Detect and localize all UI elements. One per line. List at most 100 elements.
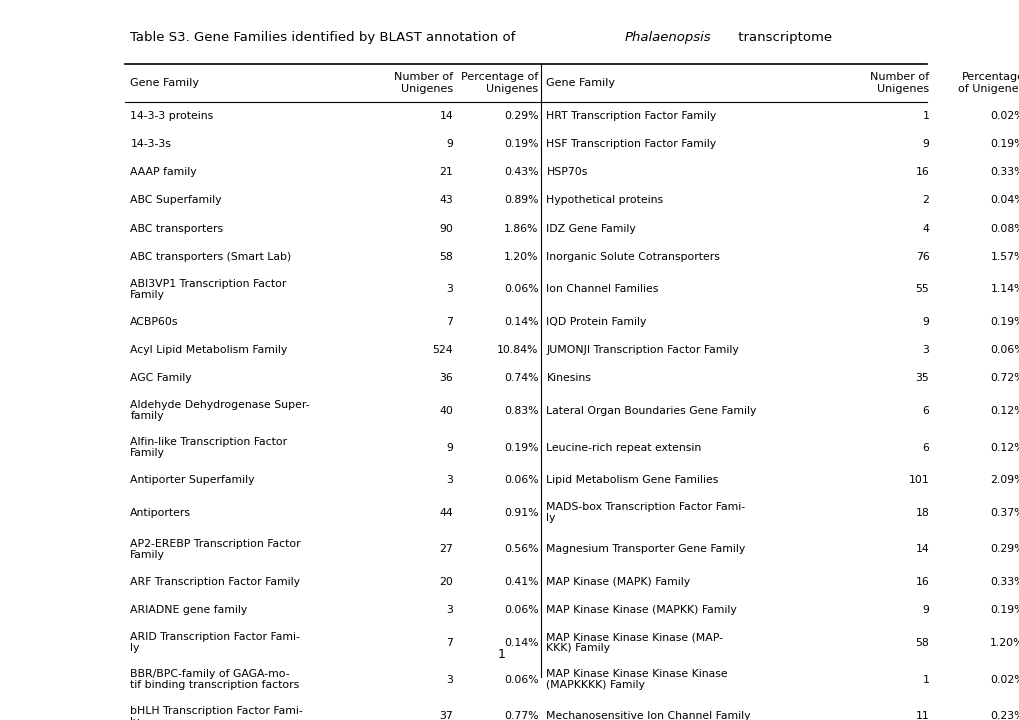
Text: 0.19%: 0.19% [503,139,538,149]
Text: 1.20%: 1.20% [989,638,1019,648]
Text: Lateral Organ Boundaries Gene Family: Lateral Organ Boundaries Gene Family [546,405,756,415]
Text: bHLH Transcription Factor Fami-
ly: bHLH Transcription Factor Fami- ly [130,706,303,720]
Text: 0.14%: 0.14% [503,638,538,648]
Text: 1: 1 [921,675,928,685]
Text: AAAP family: AAAP family [130,167,197,177]
Text: 11: 11 [915,711,928,720]
Text: ACBP60s: ACBP60s [130,317,178,327]
Text: transcriptome: transcriptome [734,31,832,44]
Text: Acyl Lipid Metabolism Family: Acyl Lipid Metabolism Family [130,345,287,355]
Text: Magnesium Transporter Gene Family: Magnesium Transporter Gene Family [546,544,745,554]
Text: MAP Kinase Kinase Kinase (MAP-
KKK) Family: MAP Kinase Kinase Kinase (MAP- KKK) Fami… [546,632,722,653]
Text: 1.86%: 1.86% [503,223,538,233]
Text: 58: 58 [439,252,452,261]
Text: MADS-box Transcription Factor Fami-
ly: MADS-box Transcription Factor Fami- ly [546,502,745,523]
Text: Gene Family: Gene Family [546,78,614,88]
Text: 0.02%: 0.02% [989,675,1019,685]
Text: 0.19%: 0.19% [989,317,1019,327]
Text: 9: 9 [921,606,928,615]
Text: Antiporters: Antiporters [130,508,192,518]
Text: 27: 27 [439,544,452,554]
Text: 9: 9 [921,139,928,149]
Text: Table S3. Gene Families identified by BLAST annotation of: Table S3. Gene Families identified by BL… [130,31,520,44]
Text: 21: 21 [439,167,452,177]
Text: 2.09%: 2.09% [989,475,1019,485]
Text: ABI3VP1 Transcription Factor
Family: ABI3VP1 Transcription Factor Family [130,279,286,300]
Text: Alfin-like Transcription Factor
Family: Alfin-like Transcription Factor Family [130,437,287,458]
Text: 101: 101 [908,475,928,485]
Text: 0.56%: 0.56% [503,544,538,554]
Text: 0.02%: 0.02% [989,111,1019,121]
Text: 0.43%: 0.43% [503,167,538,177]
Text: 90: 90 [439,223,452,233]
Text: AGC Family: AGC Family [130,373,192,383]
Text: 20: 20 [439,577,452,587]
Text: HSF Transcription Factor Family: HSF Transcription Factor Family [546,139,715,149]
Text: Gene Family: Gene Family [130,78,199,88]
Text: 0.06%: 0.06% [503,284,538,294]
Text: 6: 6 [921,443,928,453]
Text: 0.77%: 0.77% [503,711,538,720]
Text: MAP Kinase Kinase (MAPKK) Family: MAP Kinase Kinase (MAPKK) Family [546,606,737,615]
Text: 0.12%: 0.12% [989,405,1019,415]
Text: 0.37%: 0.37% [989,508,1019,518]
Text: ABC Superfamily: ABC Superfamily [130,195,221,205]
Text: 0.89%: 0.89% [503,195,538,205]
Text: 0.91%: 0.91% [503,508,538,518]
Text: 0.06%: 0.06% [989,345,1019,355]
Text: 6: 6 [921,405,928,415]
Text: BBR/BPC-family of GAGA-mo-
tif binding transcription factors: BBR/BPC-family of GAGA-mo- tif binding t… [130,669,300,690]
Text: Hypothetical proteins: Hypothetical proteins [546,195,663,205]
Text: 3: 3 [446,675,452,685]
Text: Percentage of
Unigenes: Percentage of Unigenes [461,72,538,94]
Text: Kinesins: Kinesins [546,373,591,383]
Text: 18: 18 [915,508,928,518]
Text: Aldehyde Dehydrogenase Super-
family: Aldehyde Dehydrogenase Super- family [130,400,310,421]
Text: Percentage
of Unigenes: Percentage of Unigenes [958,72,1019,94]
Text: 524: 524 [432,345,452,355]
Text: 0.72%: 0.72% [989,373,1019,383]
Text: 1.14%: 1.14% [989,284,1019,294]
Text: 0.14%: 0.14% [503,317,538,327]
Text: ABC transporters (Smart Lab): ABC transporters (Smart Lab) [130,252,291,261]
Text: 0.19%: 0.19% [503,443,538,453]
Text: 0.23%: 0.23% [989,711,1019,720]
Text: 40: 40 [439,405,452,415]
Text: 1.20%: 1.20% [503,252,538,261]
Text: 0.12%: 0.12% [989,443,1019,453]
Text: 14: 14 [915,544,928,554]
Text: Leucine-rich repeat extensin: Leucine-rich repeat extensin [546,443,701,453]
Text: ARF Transcription Factor Family: ARF Transcription Factor Family [130,577,300,587]
Text: 9: 9 [921,317,928,327]
Text: 0.29%: 0.29% [989,544,1019,554]
Text: 76: 76 [915,252,928,261]
Text: 43: 43 [439,195,452,205]
Text: 55: 55 [915,284,928,294]
Text: Mechanosensitive Ion Channel Family: Mechanosensitive Ion Channel Family [546,711,750,720]
Text: 0.33%: 0.33% [989,167,1019,177]
Text: 7: 7 [446,317,452,327]
Text: 0.06%: 0.06% [503,675,538,685]
Text: ARIADNE gene family: ARIADNE gene family [130,606,248,615]
Text: 37: 37 [439,711,452,720]
Text: Lipid Metabolism Gene Families: Lipid Metabolism Gene Families [546,475,718,485]
Text: 0.04%: 0.04% [989,195,1019,205]
Text: 1.57%: 1.57% [989,252,1019,261]
Text: 0.06%: 0.06% [503,606,538,615]
Text: HSP70s: HSP70s [546,167,587,177]
Text: 14-3-3s: 14-3-3s [130,139,171,149]
Text: 3: 3 [921,345,928,355]
Text: 9: 9 [446,443,452,453]
Text: 16: 16 [915,167,928,177]
Text: 44: 44 [439,508,452,518]
Text: JUMONJI Transcription Factor Family: JUMONJI Transcription Factor Family [546,345,739,355]
Text: 0.33%: 0.33% [989,577,1019,587]
Text: 9: 9 [446,139,452,149]
Text: 35: 35 [915,373,928,383]
Text: 4: 4 [921,223,928,233]
Text: Ion Channel Families: Ion Channel Families [546,284,658,294]
Text: ABC transporters: ABC transporters [130,223,223,233]
Text: Inorganic Solute Cotransporters: Inorganic Solute Cotransporters [546,252,719,261]
Text: 0.83%: 0.83% [503,405,538,415]
Text: HRT Transcription Factor Family: HRT Transcription Factor Family [546,111,716,121]
